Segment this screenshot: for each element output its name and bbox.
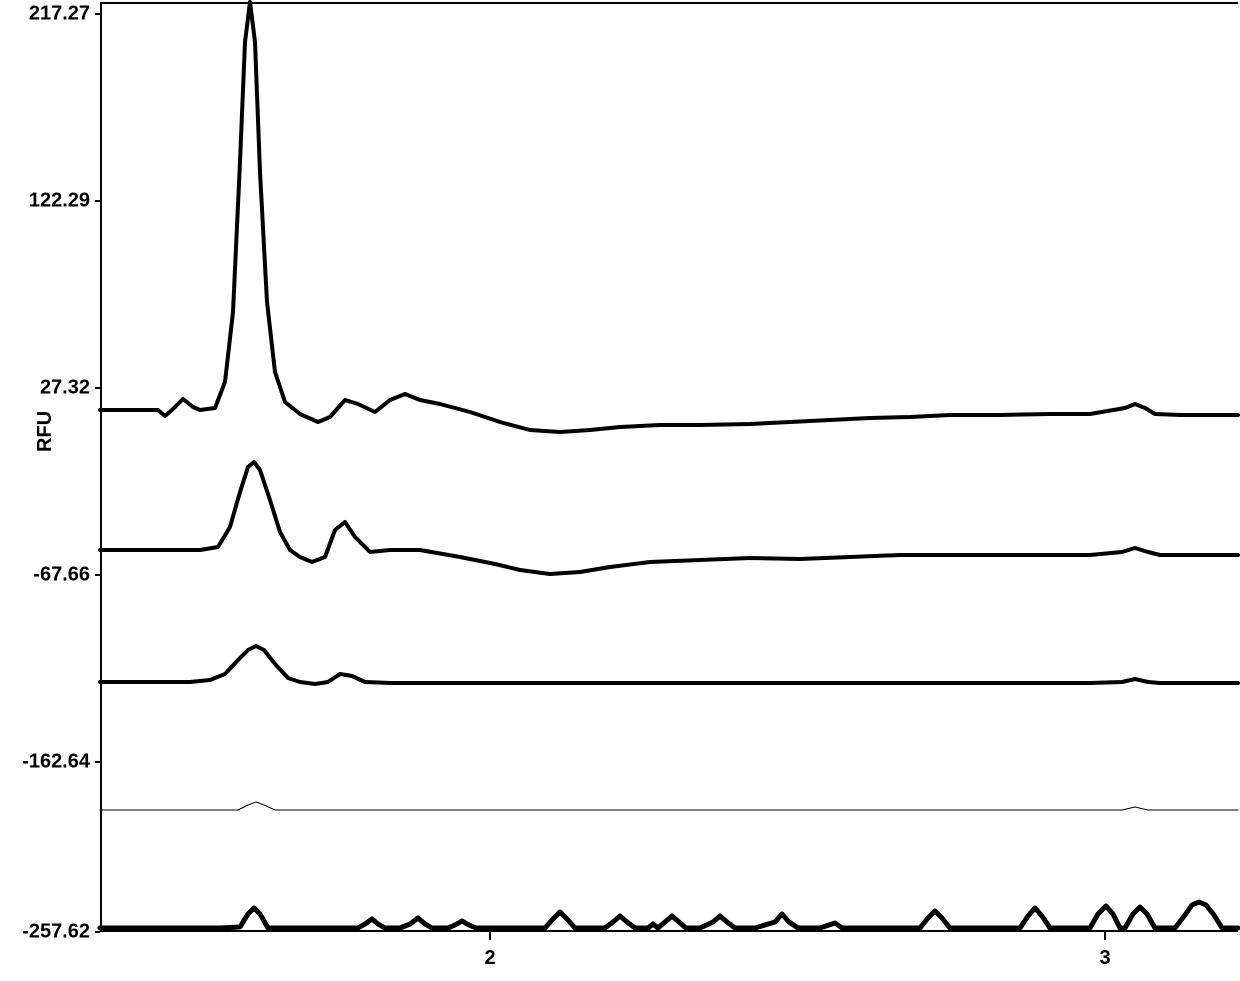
traces-svg: [0, 0, 1240, 981]
trace3: [100, 646, 1238, 684]
trace5: [100, 902, 1238, 928]
trace2: [100, 462, 1238, 574]
trace4: [100, 802, 1238, 810]
trace1: [100, 2, 1238, 432]
chromatogram-chart: 217.27122.2927.32-67.66-162.64-257.62 23…: [0, 0, 1240, 981]
